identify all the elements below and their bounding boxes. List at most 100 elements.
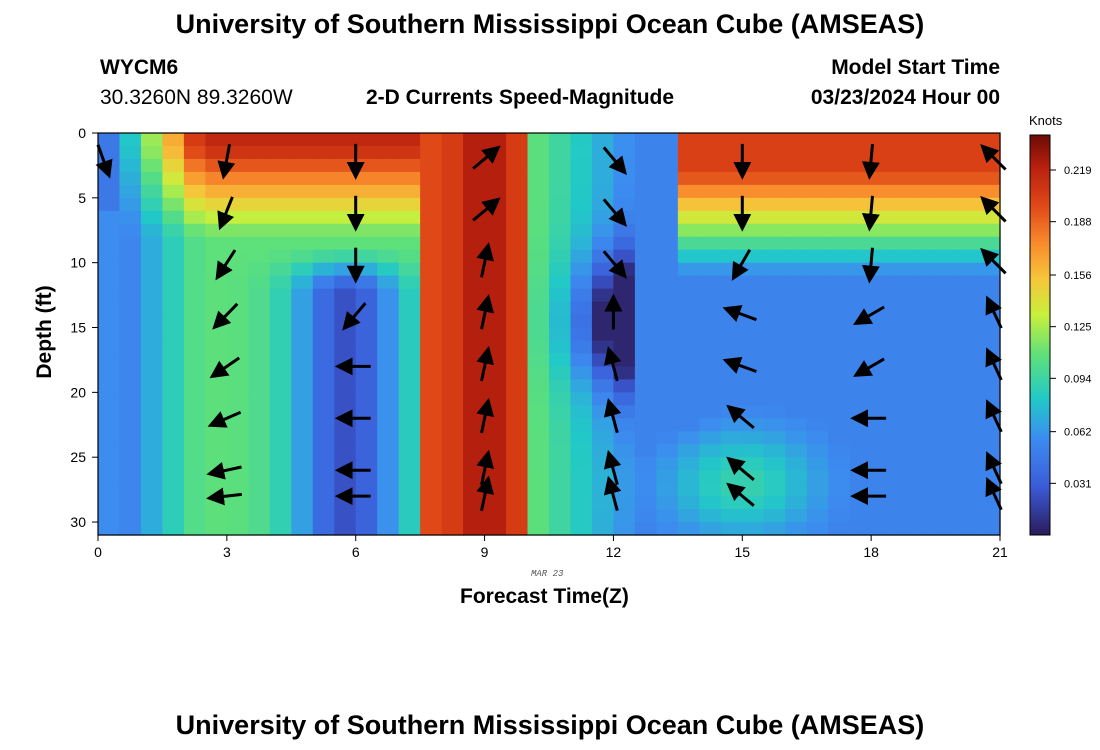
heatmap-cell: [183, 483, 206, 497]
heatmap-cell: [914, 353, 937, 368]
heatmap-cell: [355, 145, 378, 160]
heatmap-cell: [957, 145, 980, 160]
heatmap-cell: [957, 275, 980, 290]
heatmap-cell: [377, 431, 400, 445]
heatmap-cell: [677, 133, 700, 147]
heatmap-cell: [398, 210, 421, 225]
heatmap-cell: [549, 496, 572, 510]
heatmap-cell: [914, 340, 937, 355]
heatmap-cell: [892, 327, 915, 342]
heatmap-cell: [527, 509, 550, 523]
heatmap-cell: [420, 379, 443, 393]
heatmap-cell: [763, 483, 786, 497]
heatmap-cell: [119, 496, 142, 510]
heatmap-cell: [828, 262, 851, 277]
heatmap-cell: [935, 418, 958, 432]
heatmap-cell: [806, 418, 829, 432]
heatmap-cell: [291, 457, 314, 471]
heatmap-cell: [119, 483, 142, 497]
heatmap-cell: [677, 145, 700, 160]
heatmap-cell: [377, 327, 400, 342]
heatmap-cell: [398, 145, 421, 160]
heatmap-cell: [763, 392, 786, 406]
heatmap-cell: [785, 223, 808, 238]
heatmap-cell: [98, 483, 121, 497]
heatmap-cell: [785, 353, 808, 368]
heatmap-cell: [720, 470, 743, 484]
heatmap-cell: [785, 496, 808, 510]
heatmap-cell: [656, 327, 679, 342]
heatmap-cell: [892, 353, 915, 368]
heatmap-cell: [613, 223, 636, 238]
heatmap-cell: [677, 509, 700, 523]
heatmap-cell: [463, 522, 486, 536]
heatmap-cell: [420, 340, 443, 355]
heatmap-cell: [377, 470, 400, 484]
heatmap-cell: [720, 444, 743, 458]
heatmap-cell: [763, 509, 786, 523]
heatmap-cell: [269, 405, 292, 419]
heatmap-cell: [506, 133, 529, 147]
heatmap-cell: [570, 405, 593, 419]
heatmap-cell: [463, 340, 486, 355]
heatmap-cell: [871, 457, 894, 471]
heatmap-cell: [484, 262, 507, 277]
heatmap-cell: [312, 392, 335, 406]
heatmap-cell: [978, 133, 1001, 147]
heatmap-cell: [269, 158, 292, 173]
heatmap-cell: [420, 483, 443, 497]
heatmap-cell: [226, 133, 249, 147]
heatmap-cell: [935, 444, 958, 458]
heatmap-cell: [849, 418, 872, 432]
heatmap-cell: [699, 210, 722, 225]
heatmap-cell: [570, 171, 593, 186]
heatmap-cell: [806, 392, 829, 406]
heatmap-cell: [205, 288, 228, 303]
heatmap-cell: [140, 366, 164, 380]
heatmap-cell: [484, 379, 507, 393]
heatmap-cell: [699, 366, 722, 380]
heatmap-cell: [441, 379, 464, 393]
heatmap-cell: [591, 496, 615, 510]
heatmap-cell: [527, 444, 550, 458]
heatmap-cell: [828, 522, 851, 536]
heatmap-cell: [591, 366, 615, 380]
heatmap-cell: [355, 158, 378, 173]
heatmap-cell: [677, 301, 700, 316]
heatmap-cell: [441, 301, 464, 316]
heatmap-cell: [871, 509, 894, 523]
heatmap-cell: [398, 249, 421, 264]
heatmap-cell: [570, 314, 593, 329]
heatmap-cell: [119, 223, 142, 238]
current-vector: [476, 242, 495, 278]
heatmap-cell: [527, 496, 550, 510]
heatmap-cell: [570, 184, 593, 199]
heatmap-cell: [226, 379, 249, 393]
heatmap-cell: [119, 457, 142, 471]
heatmap-cell: [720, 145, 743, 160]
heatmap-cell: [527, 223, 550, 238]
heatmap-cell: [871, 444, 894, 458]
heatmap-cell: [377, 275, 400, 290]
heatmap-cell: [634, 379, 657, 393]
heatmap-cell: [549, 444, 572, 458]
heatmap-cell: [334, 223, 357, 238]
current-vector: [602, 146, 627, 175]
heatmap-cell: [355, 275, 378, 290]
heatmap-cell: [892, 210, 915, 225]
heatmap-cell: [806, 509, 829, 523]
heatmap-cell: [334, 470, 357, 484]
heatmap-cell: [312, 470, 335, 484]
current-vector: [726, 482, 755, 507]
heatmap-cell: [441, 444, 464, 458]
heatmap-cell: [634, 145, 657, 160]
heatmap-cell: [527, 457, 550, 471]
heatmap-cell: [914, 392, 937, 406]
heatmap-cell: [398, 314, 421, 329]
heatmap-cell: [613, 301, 636, 316]
heatmap-cell: [806, 470, 829, 484]
heatmap-cell: [699, 133, 722, 147]
heatmap-cell: [312, 288, 335, 303]
heatmap-cell: [377, 353, 400, 368]
heatmap-cell: [248, 444, 271, 458]
